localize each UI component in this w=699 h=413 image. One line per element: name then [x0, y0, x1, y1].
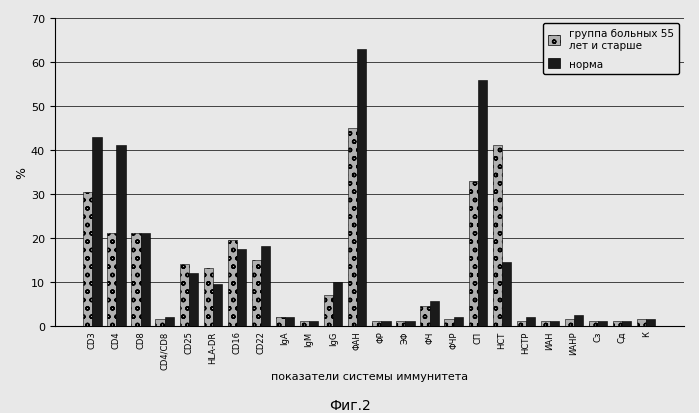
Bar — [309, 321, 318, 326]
Bar — [565, 319, 574, 326]
Bar — [526, 317, 535, 326]
Text: Фиг.2: Фиг.2 — [329, 398, 370, 412]
X-axis label: показатели системы иммунитета: показатели системы иммунитета — [271, 372, 468, 382]
Legend: группа больных 55
лет и старше, норма: группа больных 55 лет и старше, норма — [542, 24, 679, 75]
Bar — [212, 284, 222, 326]
Bar — [180, 264, 189, 326]
Bar — [468, 181, 477, 326]
Bar — [252, 260, 261, 326]
Bar — [541, 321, 550, 326]
Bar — [613, 321, 622, 326]
Bar — [228, 240, 237, 326]
Bar — [83, 192, 92, 326]
Bar — [445, 319, 454, 326]
Bar — [165, 317, 174, 326]
Y-axis label: %: % — [15, 166, 28, 178]
Bar — [647, 319, 656, 326]
Bar — [324, 295, 333, 326]
Bar — [333, 282, 343, 326]
Bar — [550, 321, 559, 326]
Bar — [372, 321, 382, 326]
Bar — [493, 146, 502, 326]
Bar — [396, 321, 405, 326]
Bar — [140, 234, 150, 326]
Bar — [189, 273, 198, 326]
Bar — [203, 269, 212, 326]
Bar — [420, 306, 429, 326]
Bar — [348, 128, 357, 326]
Bar — [598, 321, 607, 326]
Bar — [117, 146, 126, 326]
Bar — [300, 321, 309, 326]
Bar — [517, 321, 526, 326]
Bar — [285, 317, 294, 326]
Bar — [574, 315, 583, 326]
Bar — [502, 262, 511, 326]
Bar — [108, 234, 117, 326]
Bar — [131, 234, 140, 326]
Bar — [454, 317, 463, 326]
Bar — [237, 249, 246, 326]
Bar — [92, 137, 101, 326]
Bar — [357, 50, 366, 326]
Bar — [589, 321, 598, 326]
Bar — [155, 319, 165, 326]
Bar — [261, 247, 270, 326]
Bar — [637, 319, 647, 326]
Bar — [622, 321, 631, 326]
Bar — [477, 80, 487, 326]
Bar — [382, 321, 391, 326]
Bar — [276, 317, 285, 326]
Bar — [405, 321, 415, 326]
Bar — [429, 301, 439, 326]
